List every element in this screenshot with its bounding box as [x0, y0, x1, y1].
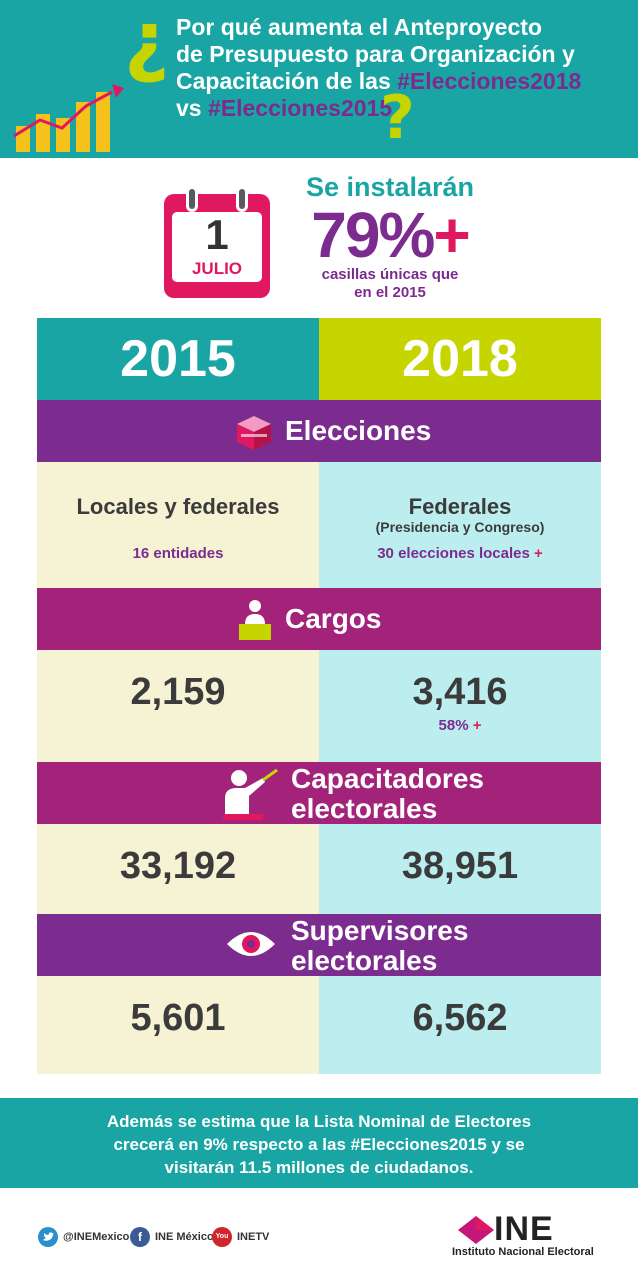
social-facebook[interactable]: f INE México [130, 1226, 214, 1248]
capacitadores-2018-value: 38,951 [401, 845, 519, 887]
stat-value: 79% [311, 199, 435, 271]
cargos-2015-value: 2,159 [130, 671, 226, 713]
casillas-stat: Se instalarán 79%+ casillas únicas que e… [300, 170, 480, 302]
note-line-2: crecerá en 9% respecto a las #Elecciones… [113, 1135, 525, 1154]
question-close-mark: ? [380, 83, 415, 153]
question-open-mark: ¿ [124, 0, 170, 86]
cargos-2018-value: 3,416 [412, 671, 508, 713]
section-band-capacitadores: Capacitadores electorales [37, 762, 601, 824]
supervisores-2015-value: 5,601 [130, 997, 226, 1039]
cargos-2018-plus: + [472, 717, 482, 734]
facebook-icon: f [130, 1227, 150, 1247]
section-label-capacitadores: Capacitadores electorales [291, 764, 484, 824]
elecciones-2015-main: Locales y federales [76, 494, 280, 519]
cargos-2018-pct-text: 58% [438, 717, 469, 734]
bar-chart-up-icon [13, 84, 124, 152]
elecciones-2018-paren: (Presidencia y Congreso) [375, 519, 545, 535]
calendar-day: 1 [205, 211, 229, 258]
note-line-1: Además se estima que la Lista Nominal de… [106, 1112, 532, 1131]
title-line-1: Por qué aumenta el Anteproyecto [176, 14, 542, 40]
elecciones-2018-main: Federales [408, 494, 512, 519]
supervisores-label-1: Supervisores [291, 915, 469, 946]
capacitadores-label-1: Capacitadores [291, 763, 484, 794]
trainer-icon [223, 768, 278, 820]
title-line-4-text: vs [176, 95, 208, 121]
stat-sub-1: casillas únicas que [321, 266, 459, 283]
supervisores-label-2: electorales [291, 945, 438, 976]
official-desk-icon [239, 600, 271, 640]
elecciones-2018-plus: + [534, 545, 543, 562]
social-youtube[interactable]: You INETV [212, 1226, 269, 1248]
footer-note: Además se estima que la Lista Nominal de… [0, 1098, 638, 1188]
ine-logo-caption: Instituto Nacional Electoral [452, 1246, 594, 1258]
calendar-page [172, 212, 262, 282]
calendar-month: JULIO [191, 259, 243, 278]
elecciones-2015-sub: 16 entidades [132, 545, 224, 562]
title-line-4: vs #Elecciones2015 [176, 95, 616, 122]
hashtag-2018: #Elecciones2018 [397, 68, 582, 94]
header-banner: ¿ Por qué aumenta el Anteproyecto de Pre… [0, 0, 638, 158]
section-label-cargos: Cargos [285, 603, 382, 634]
section-band-cargos: Cargos [37, 588, 601, 650]
stat-percentage: 79%+ [300, 203, 480, 267]
twitter-icon [38, 1227, 58, 1247]
capacitadores-2015-value: 33,192 [119, 845, 237, 887]
twitter-handle: @INEMexico [63, 1231, 130, 1243]
youtube-handle: INETV [237, 1231, 270, 1243]
calendar-ring-right [236, 186, 248, 212]
stat-sub-2: en el 2015 [354, 284, 426, 301]
year-header-2015: 2015 [37, 318, 319, 400]
calendar-ring-left [186, 186, 198, 212]
section-label-supervisores: Supervisores electorales [291, 916, 468, 976]
section-label-elecciones: Elecciones [285, 415, 432, 446]
elecciones-2018-sub: 30 elecciones locales + [319, 544, 601, 564]
ine-logo: INE Instituto Nacional Electoral [450, 1212, 600, 1262]
note-line-3: visitarán 11.5 millones de ciudadanos. [164, 1158, 474, 1177]
eye-icon [227, 932, 275, 956]
supervisores-2018-value: 6,562 [412, 997, 508, 1039]
social-twitter[interactable]: @INEMexico [38, 1226, 129, 1248]
ballot-box-icon [237, 416, 271, 450]
capacitadores-label-2: electorales [291, 793, 438, 824]
youtube-icon: You [212, 1227, 232, 1247]
stat-plus: + [433, 199, 470, 271]
page-title: Por qué aumenta el Anteproyecto de Presu… [176, 14, 616, 122]
calendar-icon: 1 JULIO [164, 186, 270, 298]
cargos-2018-pct: 58% + [319, 716, 601, 736]
ine-logo-text: INE [494, 1210, 554, 1248]
year-header-2018: 2018 [319, 318, 601, 400]
title-line-2: de Presupuesto para Organización y [176, 41, 575, 67]
elecciones-2018-sub-text: 30 elecciones locales [377, 545, 530, 562]
title-line-3-text: Capacitación de las [176, 68, 398, 94]
hashtag-2015: #Elecciones2015 [207, 95, 393, 121]
section-band-elecciones: Elecciones [37, 400, 601, 462]
stat-lead: Se instalarán [305, 172, 475, 202]
ine-logo-mark-icon [458, 1216, 494, 1244]
title-line-3: Capacitación de las #Elecciones2018 [176, 68, 616, 95]
facebook-handle: INE México [155, 1231, 214, 1243]
section-band-supervisores: Supervisores electorales [37, 914, 601, 976]
